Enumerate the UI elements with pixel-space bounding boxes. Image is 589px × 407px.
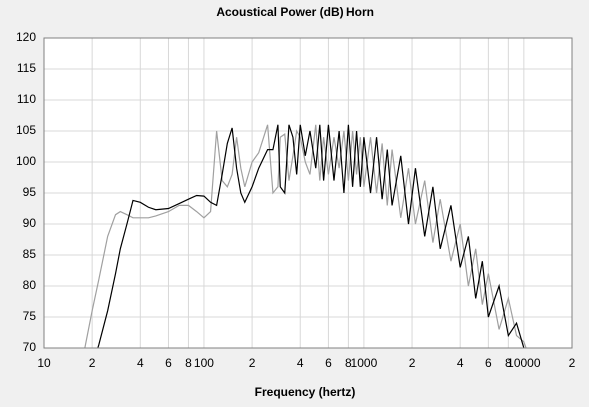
series-line <box>84 124 527 348</box>
x-tick-label: 4 <box>137 356 144 370</box>
y-tick-label: 70 <box>23 340 37 354</box>
y-tick-label: 110 <box>17 92 36 106</box>
x-tick-label: 8 <box>185 356 192 370</box>
series-line <box>97 124 525 348</box>
x-axis-label: Frequency (hertz) <box>255 385 356 399</box>
y-tick-label: 80 <box>23 278 37 292</box>
x-tick-label: 2 <box>249 356 256 370</box>
x-tick-label: 6 <box>165 356 172 370</box>
x-tick-label: 8 <box>345 356 352 370</box>
x-tick-label: 100 <box>194 356 214 370</box>
y-tick-label: 75 <box>23 309 37 323</box>
x-tick-label: 6 <box>325 356 332 370</box>
x-tick-label: 2 <box>409 356 416 370</box>
x-tick-label: 10000 <box>507 356 541 370</box>
y-tick-label: 105 <box>16 123 36 137</box>
y-tick-label: 90 <box>23 216 37 230</box>
y-tick-label: 95 <box>23 185 37 199</box>
chart-subtitle: Horn <box>346 5 374 19</box>
plot-border <box>43 37 573 349</box>
x-tick-label: 4 <box>297 356 304 370</box>
x-tick-label: 4 <box>457 356 464 370</box>
y-tick-label: 120 <box>16 30 36 44</box>
x-tick-label: 2 <box>89 356 96 370</box>
chart-title: Acoustical Power (dB) <box>216 5 343 19</box>
y-tick-label: 115 <box>17 61 36 75</box>
x-tick-label: 6 <box>485 356 492 370</box>
y-tick-label: 85 <box>23 247 37 261</box>
lines <box>84 124 527 348</box>
x-tick-label: 10 <box>37 356 51 370</box>
x-tick-label: 8 <box>505 356 512 370</box>
x-tick-label: 2 <box>569 356 576 370</box>
x-tick-label: 1000 <box>351 356 378 370</box>
y-tick-label: 100 <box>16 154 36 168</box>
